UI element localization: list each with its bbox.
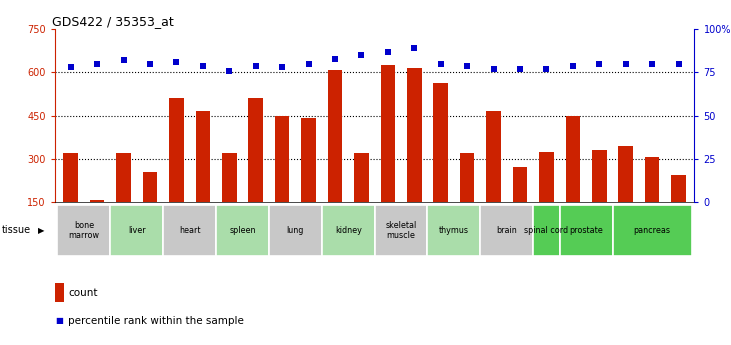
Text: count: count — [68, 288, 97, 298]
Bar — [90, 200, 105, 202]
Bar — [143, 171, 157, 202]
Text: bone
marrow: bone marrow — [69, 220, 99, 240]
Bar — [460, 153, 474, 202]
Text: ■: ■ — [56, 316, 64, 325]
Bar — [269, 205, 322, 256]
Bar — [480, 205, 533, 256]
Bar — [222, 153, 237, 202]
Text: heart: heart — [179, 226, 200, 235]
Bar — [301, 118, 316, 202]
Bar — [169, 98, 183, 202]
Bar — [512, 167, 527, 202]
Bar — [645, 157, 659, 202]
Bar — [110, 205, 163, 256]
Bar — [116, 153, 131, 202]
Bar — [428, 205, 480, 256]
Text: liver: liver — [128, 226, 145, 235]
Text: thymus: thymus — [439, 226, 469, 235]
Bar — [64, 153, 78, 202]
Bar — [381, 65, 395, 202]
Bar — [216, 205, 269, 256]
Text: kidney: kidney — [335, 226, 362, 235]
Text: prostate: prostate — [569, 226, 603, 235]
Text: brain: brain — [496, 226, 517, 235]
Bar — [560, 205, 613, 256]
Bar — [566, 116, 580, 202]
Bar — [354, 153, 368, 202]
Bar — [533, 205, 560, 256]
Bar — [275, 116, 289, 202]
Text: percentile rank within the sample: percentile rank within the sample — [68, 316, 244, 326]
Text: pancreas: pancreas — [634, 226, 670, 235]
Text: GDS422 / 35353_at: GDS422 / 35353_at — [52, 15, 173, 28]
Bar — [327, 70, 342, 202]
Bar — [671, 175, 686, 202]
Bar — [407, 68, 422, 202]
Text: lung: lung — [287, 226, 304, 235]
Bar — [592, 150, 607, 202]
Bar — [539, 151, 553, 202]
Bar — [618, 146, 633, 202]
Text: tissue: tissue — [1, 225, 31, 235]
Bar — [374, 205, 428, 256]
Bar — [196, 111, 210, 202]
Text: skeletal
muscle: skeletal muscle — [385, 220, 417, 240]
Text: spleen: spleen — [230, 226, 256, 235]
Bar — [433, 82, 448, 202]
Bar — [322, 205, 374, 256]
Bar — [163, 205, 216, 256]
Text: ▶: ▶ — [38, 226, 45, 235]
Bar — [58, 205, 110, 256]
Bar — [486, 111, 501, 202]
Text: spinal cord: spinal cord — [524, 226, 569, 235]
Bar — [613, 205, 692, 256]
Bar — [249, 98, 263, 202]
